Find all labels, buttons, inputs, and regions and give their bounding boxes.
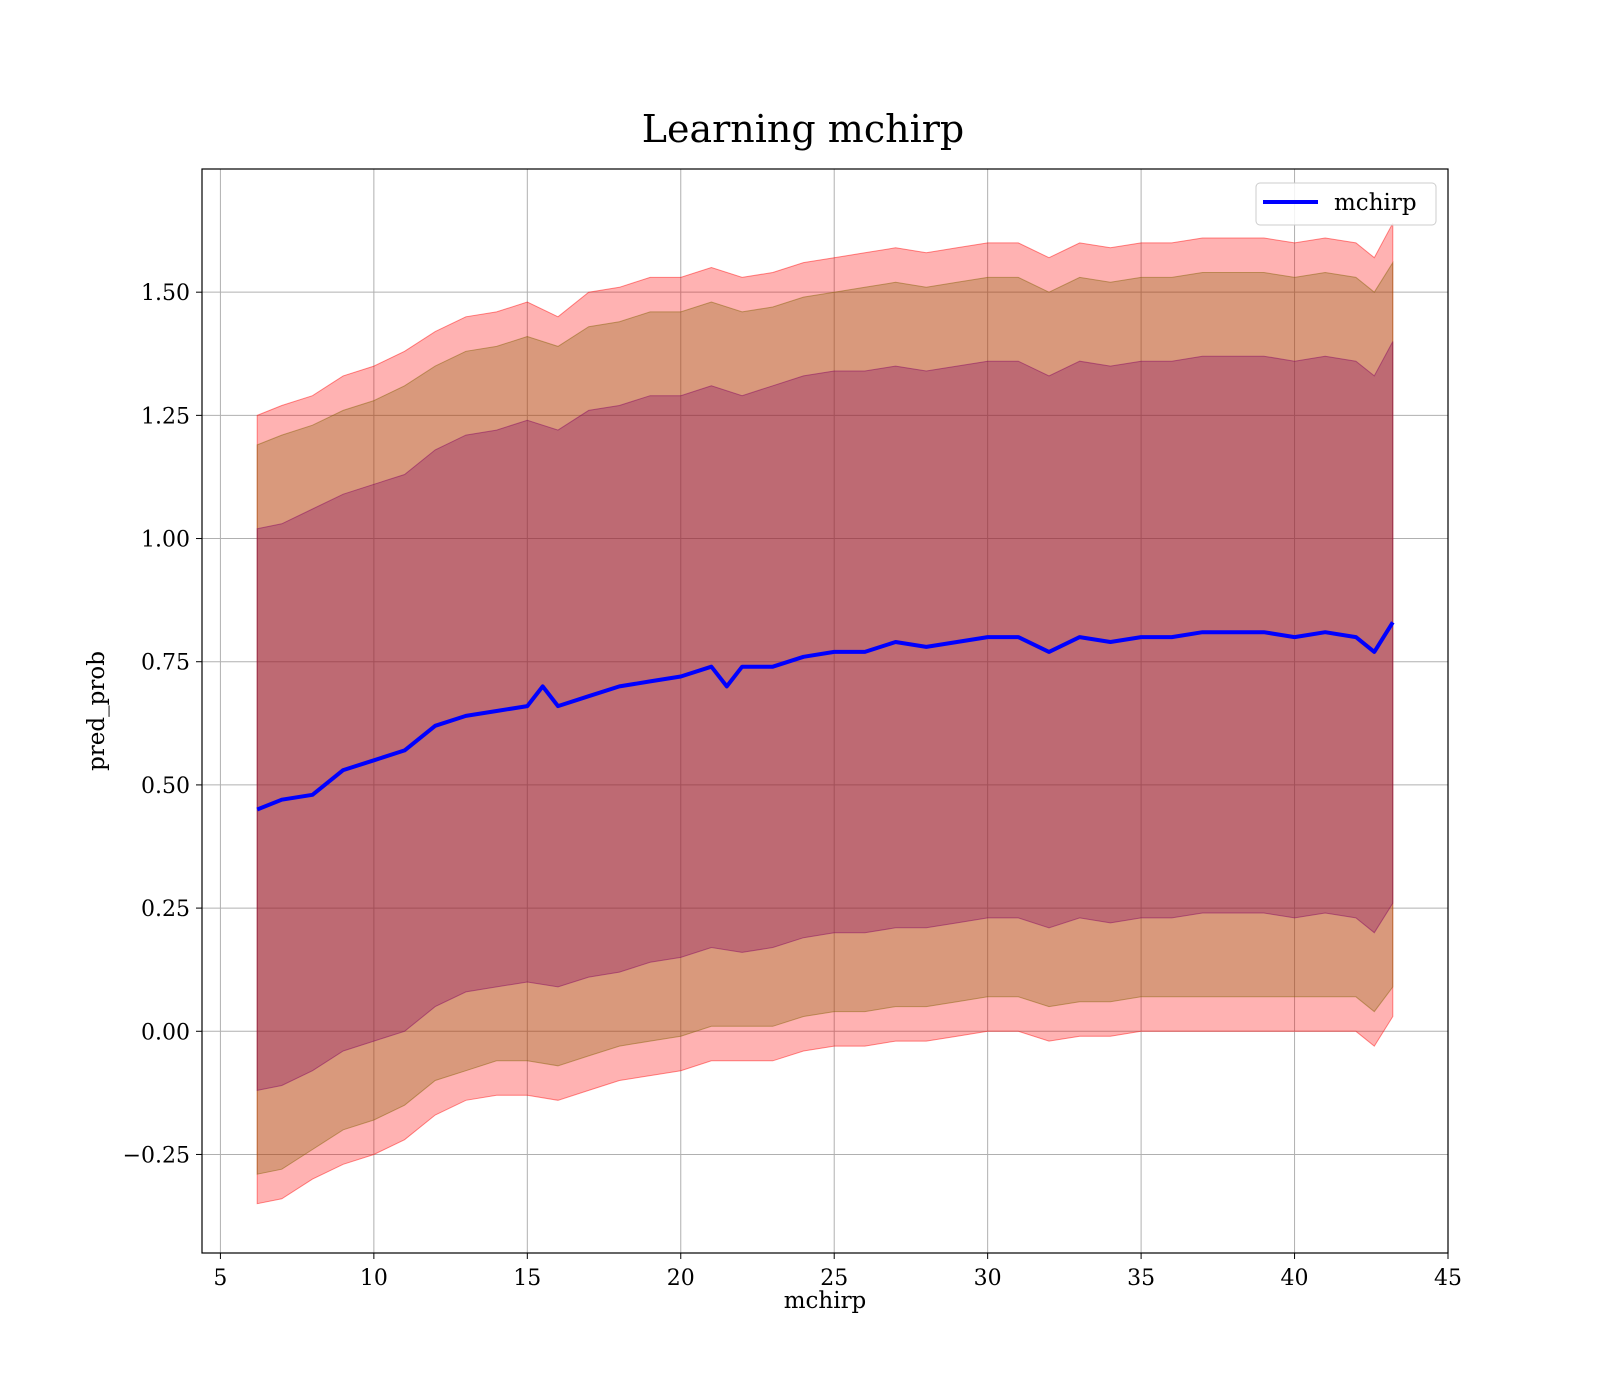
y-tick-label: 1.00	[141, 528, 190, 553]
x-tick-label: 20	[667, 1266, 695, 1291]
legend-box	[1255, 182, 1437, 226]
x-tick-label: 45	[1434, 1266, 1462, 1291]
y-axis-label: pred_prob	[84, 651, 110, 771]
y-tick-label: 1.50	[141, 281, 190, 306]
x-tick-label: 10	[360, 1266, 388, 1291]
band-area-2	[256, 260, 1394, 1175]
plot-frame	[201, 168, 1449, 1254]
x-axis-ticks: 5 10 15 20 25 30 35 40 45	[213, 1253, 1462, 1291]
y-tick-label: 0.25	[141, 897, 190, 922]
chart-title: Learning mchirp	[642, 107, 964, 151]
band-area-1	[256, 222, 1394, 1205]
series-line-mchirp	[256, 621, 1395, 812]
x-tick-label: 30	[974, 1266, 1002, 1291]
legend: mchirp	[1255, 182, 1437, 226]
x-axis-label: mchirp	[784, 1288, 867, 1314]
legend-label-mchirp: mchirp	[1334, 190, 1417, 216]
x-tick-label: 35	[1127, 1266, 1155, 1291]
x-tick-label: 40	[1281, 1266, 1309, 1291]
y-axis-ticks: −0.25 0.00 0.25 0.50 0.75 1.00 1.25 1.50	[123, 281, 202, 1168]
y-tick-label: 0.50	[141, 774, 190, 799]
series-lines	[256, 621, 1395, 812]
x-tick-label: 25	[820, 1266, 848, 1291]
x-tick-label: 15	[513, 1266, 541, 1291]
y-tick-label: 0.75	[141, 651, 190, 676]
y-tick-label: 1.25	[141, 404, 190, 429]
confidence-bands	[256, 222, 1394, 1205]
band-area-3	[256, 341, 1394, 1092]
y-tick-label: 0.00	[141, 1020, 190, 1045]
y-tick-label: −0.25	[123, 1143, 190, 1168]
x-tick-label: 5	[213, 1266, 227, 1291]
